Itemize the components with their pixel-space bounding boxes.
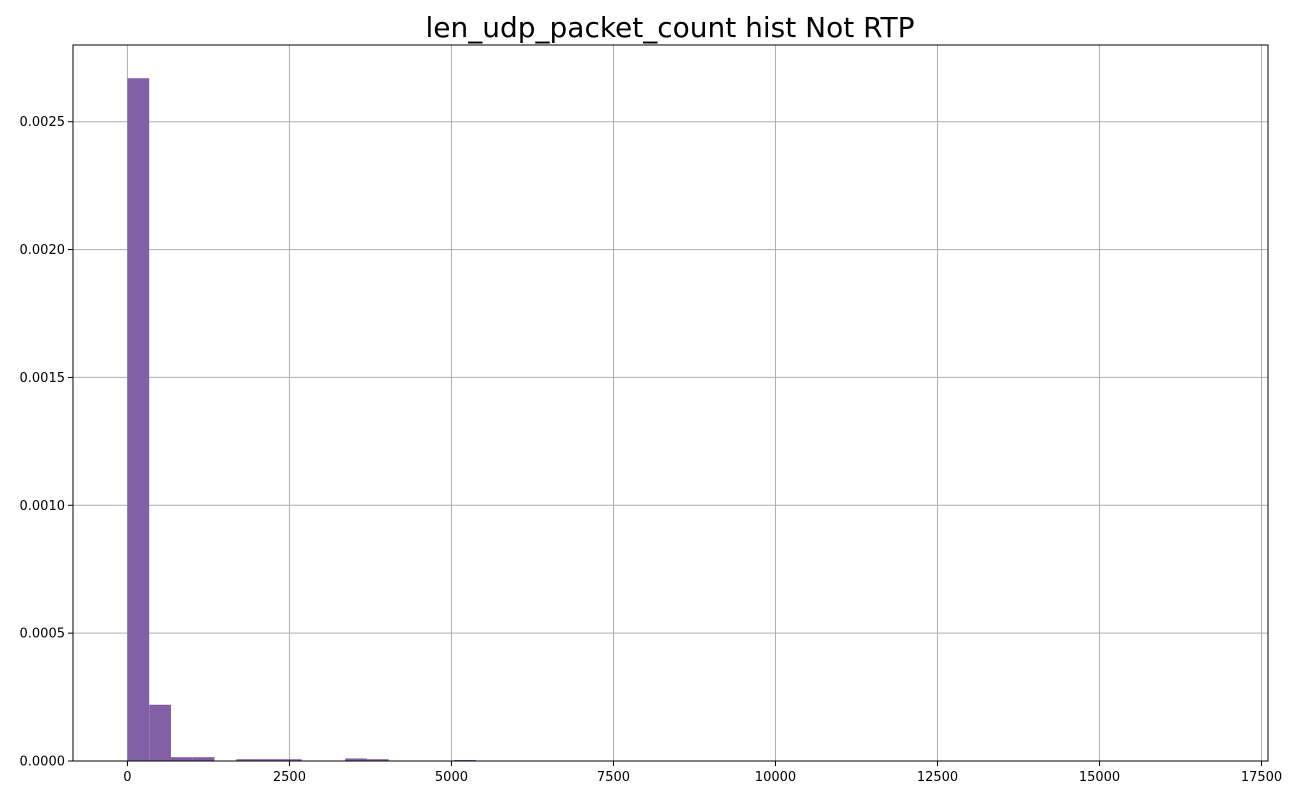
x-tick-label: 15000 — [1079, 770, 1120, 785]
histogram-bars — [127, 78, 476, 761]
histogram-bar — [170, 757, 193, 761]
histogram-bar — [192, 757, 215, 761]
histogram-bar — [127, 78, 150, 761]
y-tick-label: 0.0010 — [20, 499, 66, 514]
y-tick-label: 0.0025 — [20, 115, 66, 130]
x-tick-label: 0 — [123, 770, 131, 785]
y-axis: 0.0000 0.0005 0.0010 0.0015 0.0020 0.0025 — [20, 115, 73, 770]
histogram-bar — [258, 759, 280, 761]
histogram-bar — [345, 758, 367, 761]
grid — [73, 45, 1268, 762]
x-tick-label: 17500 — [1241, 770, 1282, 785]
y-tick-label: 0.0015 — [20, 371, 66, 386]
chart-title: len_udp_packet_count hist Not RTP — [425, 11, 914, 44]
x-tick-label: 7500 — [597, 770, 630, 785]
histogram-bar — [454, 759, 476, 761]
y-tick-label: 0.0020 — [20, 243, 66, 258]
x-tick-label: 5000 — [435, 770, 468, 785]
histogram-bar — [279, 759, 302, 761]
histogram-bar — [366, 759, 389, 761]
x-tick-label: 12500 — [917, 770, 958, 785]
y-tick-label: 0.0000 — [20, 755, 66, 770]
x-axis: 0 2500 5000 7500 10000 12500 15000 17500 — [123, 761, 1282, 785]
x-tick-label: 10000 — [755, 770, 796, 785]
plot-frame — [72, 44, 1269, 762]
y-tick-label: 0.0005 — [20, 627, 66, 642]
histogram-bar — [149, 704, 171, 761]
histogram-bar — [236, 759, 259, 761]
x-tick-label: 2500 — [273, 770, 306, 785]
